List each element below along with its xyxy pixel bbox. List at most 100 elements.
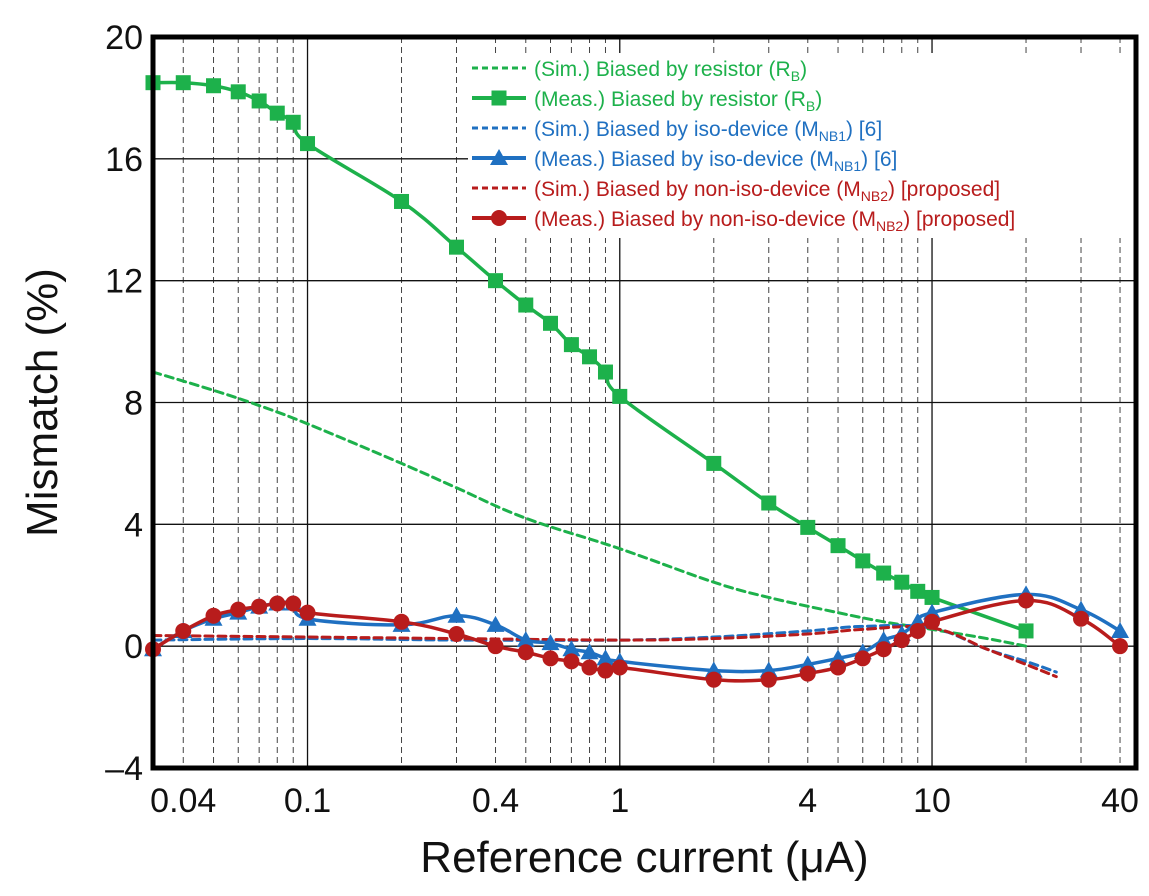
data-point [487,638,504,655]
legend-background [468,53,1134,238]
data-point [830,659,847,676]
data-point [761,495,777,511]
data-point [543,315,559,331]
legend-item: (Sim.) Biased by iso-device (MNB1) [6] [472,118,882,144]
data-point [175,622,192,639]
data-point [582,349,598,365]
series-5 [151,624,1058,679]
legend-item: (Meas.) Biased by non-iso-device (MNB2) … [472,208,1015,234]
series-line [151,624,1058,679]
data-point [1111,621,1130,638]
y-axis-title: Mismatch (%) [18,268,67,537]
legend-label: (Meas.) Biased by non-iso-device (MNB2) … [534,208,1015,234]
data-point [300,136,316,152]
data-point [1018,592,1035,609]
data-point [910,583,926,599]
data-point [447,606,466,623]
data-point [299,604,316,621]
data-point [488,273,504,289]
legend-item: (Sim.) Biased by non-iso-device (MNB2) [… [472,178,1000,204]
x-tick-label: 1 [610,782,629,820]
x-tick-label: 0.4 [472,782,519,820]
legend-label: (Sim.) Biased by non-iso-device (MNB2) [… [534,178,1000,204]
data-point [542,650,559,667]
legend-swatch-marker [491,90,507,106]
data-point [855,553,871,569]
data-point [541,634,560,651]
data-point [205,607,222,624]
y-tick-label: –4 [105,750,143,788]
series-group [144,75,1130,688]
data-point [251,598,268,615]
legend-item: (Meas.) Biased by resistor (RB) [472,88,822,114]
data-point [1073,610,1090,627]
data-point [597,364,613,380]
legend: (Sim.) Biased by resistor (RB) (Meas.) Bi… [468,53,1134,238]
data-point [612,388,628,404]
data-point [854,650,871,667]
data-point [909,622,926,639]
data-point [562,640,581,657]
legend-label: (Sim.) Biased by resistor (RB) [534,58,807,84]
data-point [517,644,534,661]
legend-label: (Meas.) Biased by iso-device (MNB1) [6] [534,148,897,174]
data-point [924,589,940,605]
data-point [269,595,286,612]
data-point [563,653,580,670]
data-point [894,574,910,590]
data-point [705,671,722,688]
data-point [206,78,222,94]
y-tick-label: 12 [105,263,143,301]
legend-item: (Meas.) Biased by iso-device (MNB1) [6] [472,148,897,174]
data-point [285,595,302,612]
data-point [518,297,534,313]
y-tick-label: 16 [105,141,143,179]
tick-labels: 0.04 0.1 0.4 1 4 10 40 –4 0 4 8 12 16 20 [105,19,1139,820]
y-tick-label: 20 [105,19,143,57]
x-tick-label: 10 [913,782,951,820]
data-point [449,239,465,255]
data-point [1018,623,1034,639]
y-tick-label: 0 [124,628,143,666]
data-point [394,193,410,209]
data-point [269,105,285,121]
data-point [230,84,246,100]
series-2 [145,75,1034,639]
data-point [876,565,892,581]
x-tick-label: 0.04 [150,782,216,820]
legend-label: (Sim.) Biased by iso-device (MNB1) [6] [534,118,882,144]
y-tick-label: 8 [124,385,143,423]
data-point [875,641,892,658]
x-tick-label: 0.1 [284,782,331,820]
data-point [580,643,599,660]
data-point [800,519,816,535]
series-6 [145,592,1129,688]
data-point [924,613,941,630]
data-point [830,538,846,554]
data-point [799,665,816,682]
legend-swatch-marker [490,149,508,165]
data-point [516,631,535,648]
data-point [597,662,614,679]
data-point [581,659,598,676]
data-point [596,649,615,666]
data-point [285,114,301,130]
data-point [706,455,722,471]
data-point [393,613,410,630]
data-point [760,671,777,688]
legend-label: (Meas.) Biased by resistor (RB) [534,88,822,114]
data-point [448,625,465,642]
data-point [611,659,628,676]
legend-item: (Sim.) Biased by resistor (RB) [472,58,807,84]
data-point [251,93,267,109]
data-point [563,337,579,353]
x-axis-title: Reference current (μA) [420,833,868,882]
x-tick-label: 4 [798,782,817,820]
data-point [175,75,191,91]
data-point [1112,638,1129,655]
y-tick-label: 4 [124,506,143,544]
x-tick-label: 40 [1101,782,1139,820]
legend-swatch-marker [491,210,507,226]
data-point [486,615,505,632]
